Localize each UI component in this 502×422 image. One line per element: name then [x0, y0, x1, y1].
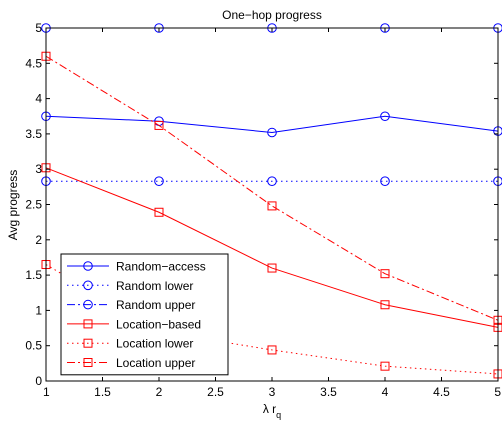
y-tick-label: 3 [35, 162, 42, 176]
legend-item-5: Location upper [67, 356, 195, 370]
x-axis-label-subscript: q [276, 410, 281, 420]
y-axis-label: Avg progress [6, 170, 20, 240]
legend-item-4: Location lower [67, 337, 193, 351]
legend-label: Random−access [116, 260, 206, 274]
y-tick-label: 4 [35, 92, 42, 106]
legend-box [60, 253, 229, 376]
legend-marker [83, 299, 93, 310]
legend: Random−access Random lower Random upper Loc… [60, 253, 229, 376]
legend-item-1: Random lower [67, 279, 193, 293]
legend-item-2: Random upper [67, 298, 195, 312]
legend-label: Random upper [116, 298, 195, 312]
x-tick-label: 4 [382, 385, 389, 399]
series-line-4 [45, 264, 499, 375]
y-tick-label: 3.5 [25, 127, 42, 141]
y-tick-label: 2.5 [25, 198, 42, 212]
legend-marker [83, 358, 93, 367]
data-point-4-3 [380, 361, 390, 371]
series-line-5 [45, 55, 499, 321]
ticks-layer: 1 1.5 2 2.5 3 3.5 4 4.5 5 0 0.5 1 1.5 2 2.5 3 3.5 4 4.5 5 [25, 21, 501, 399]
data-point-1-2 [267, 176, 277, 187]
x-tick-label: 2.5 [207, 385, 224, 399]
x-tick-label: 5 [494, 385, 501, 399]
y-tick-label: 4.5 [25, 56, 42, 70]
x-axis-label-main: λ r [263, 402, 276, 416]
y-tick-label: 0.5 [25, 339, 42, 353]
data-point-5-1 [154, 120, 164, 130]
legend-marker [83, 280, 93, 291]
data-point-3-2 [267, 263, 277, 273]
series-line-0 [45, 115, 499, 133]
legend-label: Random lower [116, 279, 193, 293]
y-tick-label: 1.5 [25, 268, 42, 282]
x-axis-label: λ rq [263, 402, 281, 420]
y-tick-label: 1 [35, 303, 42, 317]
legend-item-3: Location−based [67, 317, 201, 331]
legend-label: Location−based [116, 317, 201, 331]
legend-item-0: Random−access [67, 260, 206, 274]
data-point-3-3 [380, 300, 390, 310]
chart-title: One−hop progress [222, 8, 322, 22]
legend-label: Location upper [116, 356, 195, 370]
data-point-4-2 [267, 345, 277, 355]
data-point-3-1 [154, 207, 164, 217]
y-tick-label: 0 [35, 374, 42, 388]
series-1 [41, 176, 502, 187]
x-tick-label: 1 [43, 385, 50, 399]
y-tick-label: 2 [35, 233, 42, 247]
x-tick-label: 1.5 [94, 385, 111, 399]
data-point-5-2 [267, 201, 277, 211]
legend-label: Location lower [116, 337, 193, 351]
data-point-5-3 [380, 269, 390, 279]
series-line-3 [45, 167, 499, 328]
x-tick-label: 4.5 [433, 385, 450, 399]
data-point-1-1 [154, 176, 164, 187]
x-tick-label: 3.5 [320, 385, 337, 399]
data-point-1-3 [380, 176, 390, 187]
x-tick-label: 2 [156, 385, 163, 399]
data-point-0-3 [380, 111, 390, 122]
x-tick-label: 3 [269, 385, 276, 399]
data-point-0-2 [267, 127, 277, 138]
legend-marker [83, 261, 93, 271]
y-tick-label: 5 [35, 21, 42, 35]
legend-marker [83, 338, 93, 348]
legend-marker [83, 319, 93, 329]
